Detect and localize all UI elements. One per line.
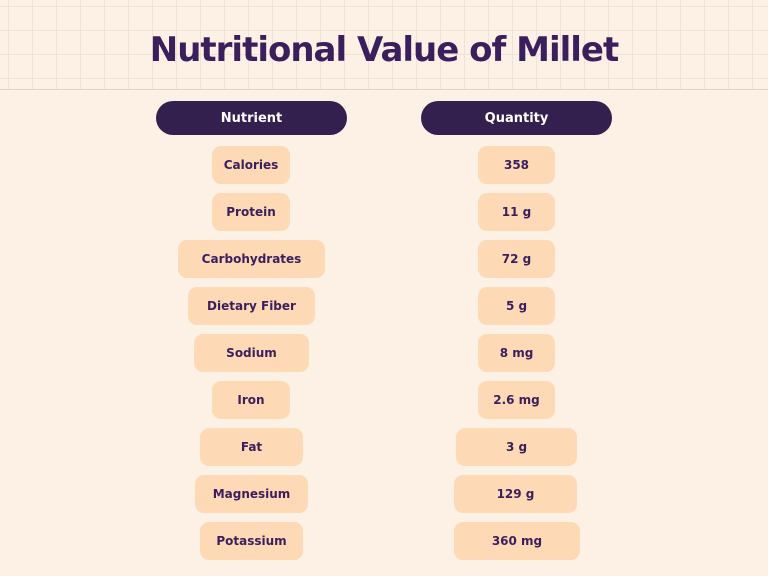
nutrient-cell-calories: Calories (212, 146, 290, 184)
quantity-cell-dietary-fiber: 5 g (478, 287, 555, 325)
nutrient-cell-sodium: Sodium (194, 334, 309, 372)
header-divider (0, 89, 768, 90)
quantity-cell-potassium: 360 mg (454, 522, 580, 560)
nutrient-cell-carbohydrates: Carbohydrates (178, 240, 325, 278)
column-header-quantity: Quantity (421, 101, 612, 135)
nutrient-cell-fat: Fat (200, 428, 303, 466)
quantity-cell-iron: 2.6 mg (478, 381, 555, 419)
nutrient-cell-dietary-fiber: Dietary Fiber (188, 287, 315, 325)
nutrient-cell-potassium: Potassium (200, 522, 303, 560)
quantity-cell-fat: 3 g (456, 428, 577, 466)
quantity-cell-magnesium: 129 g (454, 475, 577, 513)
header-grid-background (0, 0, 768, 90)
nutrient-cell-iron: Iron (212, 381, 290, 419)
quantity-cell-calories: 358 (478, 146, 555, 184)
column-header-nutrient: Nutrient (156, 101, 347, 135)
page-title: Nutritional Value of Millet (149, 30, 620, 70)
quantity-cell-sodium: 8 mg (478, 334, 555, 372)
quantity-cell-carbohydrates: 72 g (478, 240, 555, 278)
nutrient-cell-protein: Protein (212, 193, 290, 231)
nutrient-cell-magnesium: Magnesium (195, 475, 308, 513)
quantity-cell-protein: 11 g (478, 193, 555, 231)
